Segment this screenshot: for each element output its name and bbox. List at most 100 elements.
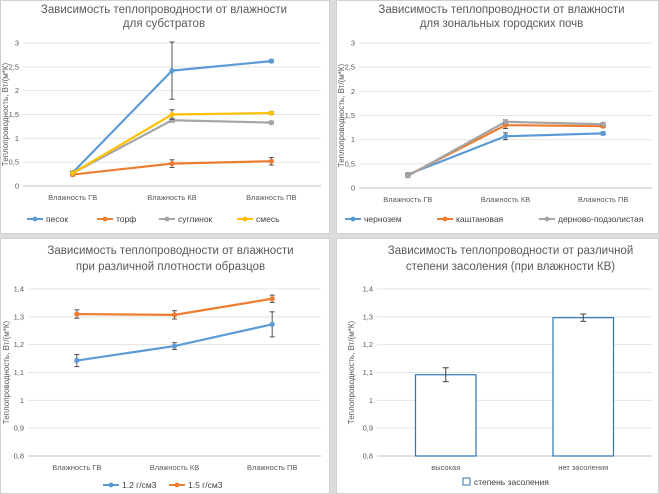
y-tick-label: 1,3 (14, 312, 24, 321)
y-tick-label: 1,2 (14, 340, 24, 349)
legend-marker (164, 216, 170, 222)
legend-marker (108, 482, 114, 488)
legend-label: торф (116, 214, 136, 224)
data-point (171, 343, 178, 349)
x-tick-label: Влажность ГВ (383, 195, 432, 204)
legend-label: степень засоления (474, 477, 549, 487)
data-point (269, 296, 275, 302)
y-tick-label: 0,9 (363, 424, 373, 433)
x-tick-label: Влажность ГВ (52, 463, 101, 472)
y-tick-label: 1,5 (345, 111, 355, 120)
y-tick-label: 1,1 (14, 368, 24, 377)
data-point (169, 68, 175, 74)
y-tick-label: 1 (369, 396, 373, 405)
legend-marker (32, 216, 38, 222)
y-tick-label: 2,5 (9, 62, 19, 71)
chart-title-line: Зависимость теплопроводности от различно… (388, 245, 634, 257)
data-point (269, 321, 275, 327)
legend-marker (350, 216, 356, 222)
y-tick-label: 3 (351, 39, 355, 48)
chart-panel-substrates: Зависимость теплопроводности от влажност… (0, 0, 330, 234)
data-point (268, 58, 274, 64)
bar (552, 317, 615, 457)
x-tick-label: Влажность ПВ (247, 463, 297, 472)
chart-density: Зависимость теплопроводности от влажност… (2, 245, 321, 490)
chart-title-line: Зависимость теплопроводности от влажност… (41, 4, 287, 16)
y-tick-label: 2,5 (345, 63, 355, 72)
legend-label: чернозем (364, 214, 402, 224)
y-tick-label: 1,3 (363, 312, 373, 321)
y-tick-label: 2 (15, 86, 19, 95)
legend-label: песок (46, 214, 68, 224)
bar (414, 374, 477, 457)
legend-marker (174, 482, 180, 488)
y-axis-label: Теплопроводность, Вт/(м*К) (1, 62, 10, 166)
data-point (70, 170, 76, 176)
legend-swatch (462, 477, 471, 486)
chart-panel-density: Зависимость теплопроводности от влажност… (0, 238, 330, 494)
x-tick-label: Влажность КВ (147, 193, 196, 202)
y-tick-label: 1 (15, 134, 19, 143)
data-point (268, 110, 274, 116)
data-point (405, 173, 411, 179)
y-tick-label: 1,1 (363, 368, 373, 377)
data-point (600, 130, 606, 136)
data-point (169, 160, 175, 167)
series-line (407, 120, 604, 177)
y-tick-label: 0 (15, 182, 19, 191)
x-tick-label: Влажность ГВ (48, 193, 97, 202)
data-point (502, 119, 509, 125)
y-axis-label: Теплопроводность, Вт/(м*К) (347, 320, 356, 424)
chart-title-line: степени засоления (при влажности КВ) (406, 261, 615, 273)
y-axis-label: Теплопроводность, Вт/(м*К) (2, 320, 11, 424)
y-tick-label: 0 (351, 184, 355, 193)
legend-label: каштановая (456, 214, 504, 224)
data-point (169, 111, 175, 118)
y-tick-label: 0,5 (345, 159, 355, 168)
chart-title-line: Зависимость теплопроводности от влажност… (47, 245, 293, 257)
chart-title-line: для зональных городских почв (420, 18, 584, 30)
chart-zonal-soils: Зависимость теплопроводности от влажност… (337, 4, 652, 224)
legend-marker (242, 216, 248, 222)
x-tick-label: нет засоления (558, 463, 608, 472)
x-tick-label: высокая (431, 463, 460, 472)
y-tick-label: 1 (351, 135, 355, 144)
y-tick-label: 1,4 (14, 285, 24, 294)
legend-marker (102, 216, 108, 222)
legend-label: 1.5 г/см3 (188, 480, 223, 490)
chart-title-line: при различной плотности образцов (76, 261, 265, 273)
y-tick-label: 2 (351, 87, 355, 96)
y-tick-label: 0,5 (9, 158, 19, 167)
data-point (600, 121, 606, 127)
legend-label: 1.2 г/см3 (122, 480, 157, 490)
x-tick-label: Влажность КВ (481, 195, 530, 204)
y-tick-label: 1 (20, 396, 24, 405)
y-tick-label: 0,8 (363, 452, 373, 461)
y-tick-label: 0,9 (14, 424, 24, 433)
data-point (502, 133, 509, 139)
legend-label: дерново-подзолистая (558, 214, 644, 224)
chart-salinity: Зависимость теплопроводности от различно… (347, 245, 652, 487)
data-point (268, 158, 274, 164)
legend-label: смесь (256, 214, 280, 224)
data-point (268, 120, 274, 126)
data-point (74, 357, 80, 364)
y-axis-label: Теплопроводность, Вт/(м*К) (337, 63, 346, 167)
x-tick-label: Влажность ПВ (578, 195, 628, 204)
chart-panel-zonal-soils: Зависимость теплопроводности от влажност… (336, 0, 659, 234)
legend-label: суглинок (178, 214, 213, 224)
data-point (171, 312, 178, 318)
y-tick-label: 1,5 (9, 110, 19, 119)
chart-panel-salinity: Зависимость теплопроводности от различно… (336, 238, 659, 494)
y-tick-label: 1,2 (363, 340, 373, 349)
y-tick-label: 3 (15, 39, 19, 48)
x-tick-label: Влажность ПВ (246, 193, 296, 202)
chart-substrates: Зависимость теплопроводности от влажност… (1, 4, 321, 224)
data-point (74, 311, 80, 317)
chart-title-line: для субстратов (123, 18, 205, 30)
chart-title-line: Зависимость теплопроводности от влажност… (378, 4, 624, 16)
y-tick-label: 1,4 (363, 285, 373, 294)
legend-marker (544, 216, 550, 222)
x-tick-label: Влажность КВ (150, 463, 199, 472)
legend-marker (442, 216, 448, 222)
